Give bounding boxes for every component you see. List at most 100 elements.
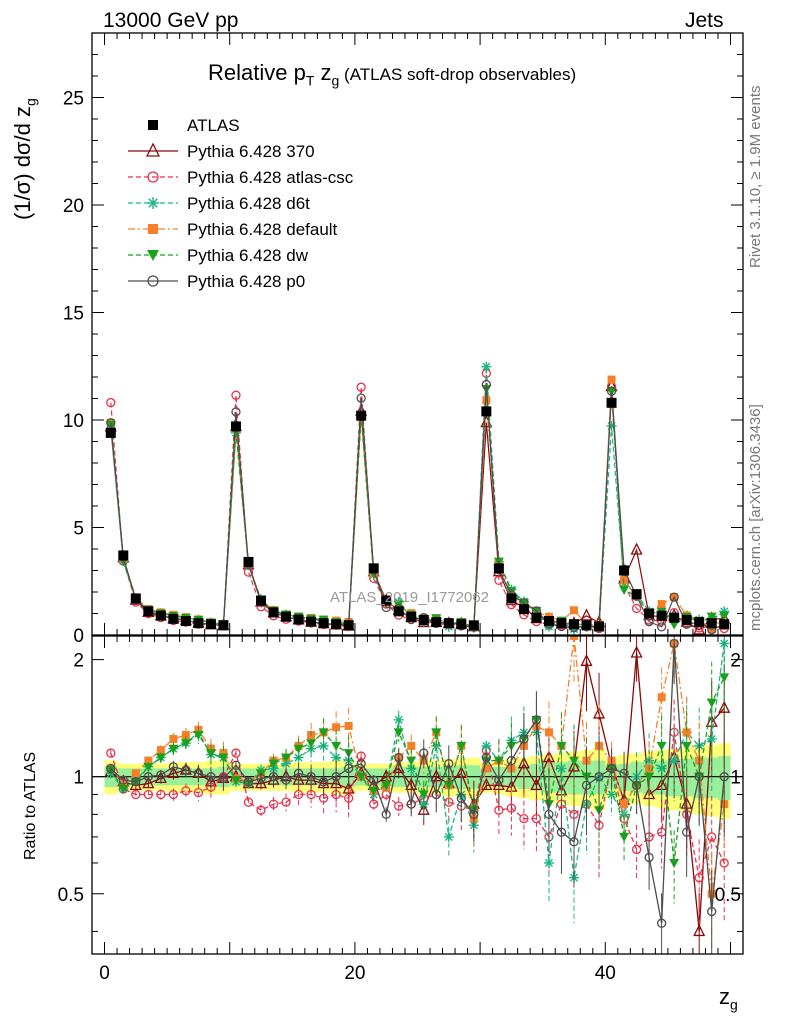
ratio-point-pythia-6-428-p0 xyxy=(268,772,279,782)
ratio-point-pythia-6-428-p0 xyxy=(356,759,366,769)
data-point-atlas xyxy=(268,607,279,618)
legend-marker xyxy=(147,250,159,261)
ratio-point-pythia-6-428-p0 xyxy=(469,809,479,820)
ratio-point-pythia-6-428-p0 xyxy=(181,765,191,775)
ratio-point-pythia-6-428-atlas-csc xyxy=(106,748,116,758)
legend-label: Pythia 6.428 d6t xyxy=(187,194,310,213)
data-point-atlas xyxy=(568,619,579,630)
ratio-point-pythia-6-428-atlas-csc xyxy=(131,789,141,800)
data-point-atlas xyxy=(230,421,241,432)
ratio-point-pythia-6-428-370 xyxy=(154,770,167,784)
legend-label: Pythia 6.428 p0 xyxy=(187,272,305,291)
ratio-point-pythia-6-428-atlas-csc xyxy=(369,799,379,809)
data-point-atlas xyxy=(694,617,705,628)
ratio-point-pythia-6-428-p0 xyxy=(256,773,266,784)
ratio-point-pythia-6-428-default xyxy=(682,728,691,737)
ratio-point-pythia-6-428-p0 xyxy=(218,773,229,784)
series-point-pythia-6-428-p0 xyxy=(606,386,617,396)
data-point-atlas xyxy=(493,563,504,574)
ratio-point-pythia-6-428-p0 xyxy=(619,768,629,778)
ratio-point-pythia-6-428-dw xyxy=(205,749,216,759)
chart-title: Relative pT zg (ATLAS soft-drop observab… xyxy=(208,60,577,89)
ratio-point-pythia-6-428-default xyxy=(144,756,153,765)
data-point-atlas xyxy=(556,618,567,629)
energy-label: 13000 GeV pp xyxy=(103,9,239,32)
data-point-atlas xyxy=(281,611,292,622)
ratio-point-pythia-6-428-default xyxy=(657,693,666,702)
ratio-line-pythia-6-428-atlas-csc xyxy=(110,732,725,878)
ratio-point-pythia-6-428-dw xyxy=(168,744,179,754)
series-point-pythia-6-428-dw xyxy=(619,585,630,595)
data-point-atlas xyxy=(406,611,417,622)
rivet-label: Rivet 3.1.10, ≥ 1.9M events xyxy=(747,85,764,269)
ratio-point-pythia-6-428-dw xyxy=(719,673,730,683)
y-axis-title: (1/σ) dσ/d zg xyxy=(10,98,39,220)
series-point-pythia-6-428-p0 xyxy=(481,379,492,390)
legend-entry: Pythia 6.428 d6t xyxy=(128,194,310,213)
ratio-point-pythia-6-428-p0 xyxy=(406,799,416,809)
ratio-point-pythia-6-428-dw xyxy=(331,741,342,751)
legend-label: ATLAS xyxy=(187,116,240,135)
ratio-point-pythia-6-428-atlas-csc xyxy=(631,844,642,855)
series-point-pythia-6-428-dw xyxy=(669,620,680,630)
ratio-point-pythia-6-428-atlas-csc xyxy=(243,797,254,807)
ratio-point-pythia-6-428-atlas-csc xyxy=(293,789,304,800)
ratio-point-pythia-6-428-370 xyxy=(480,777,493,790)
ratio-point-pythia-6-428-370 xyxy=(592,706,606,719)
y-tick-label: 25 xyxy=(63,89,84,110)
ratio-y-tick-label: 0.5 xyxy=(58,885,84,906)
data-point-atlas xyxy=(356,410,367,421)
y-tick-label: 15 xyxy=(63,304,84,325)
data-point-atlas xyxy=(581,620,592,631)
ratio-line-pythia-6-428-d6t xyxy=(110,643,725,878)
series-point-pythia-6-428-atlas-csc xyxy=(494,575,504,585)
y-tick-label: 5 xyxy=(73,519,84,540)
series-point-pythia-6-428-atlas-csc xyxy=(231,390,241,400)
ratio-point-pythia-6-428-default xyxy=(482,764,491,773)
legend-entry: Pythia 6.428 dw xyxy=(128,246,309,265)
series-point-pythia-6-428-p0 xyxy=(231,407,241,417)
ratio-point-pythia-6-428-default xyxy=(169,734,178,743)
ratio-point-pythia-6-428-default xyxy=(344,721,353,730)
mcplots-label: mcplots.cern.ch [arXiv:1306.3436] xyxy=(747,404,764,631)
watermark: ATLAS_2019_I1772062 xyxy=(330,589,490,606)
ratio-point-pythia-6-428-dw xyxy=(155,753,166,763)
ratio-point-pythia-6-428-p0 xyxy=(456,793,466,803)
ratio-point-pythia-6-428-dw xyxy=(381,781,392,791)
ratio-point-pythia-6-428-370 xyxy=(693,923,706,937)
legend-marker xyxy=(145,142,161,157)
series-point-pythia-6-428-default xyxy=(607,375,616,384)
ratio-point-pythia-6-428-p0 xyxy=(594,772,604,782)
ratio-point-pythia-6-428-dw xyxy=(368,786,379,796)
data-point-atlas xyxy=(506,593,517,604)
series-point-pythia-6-428-p0 xyxy=(669,592,679,602)
ratio-point-pythia-6-428-dw xyxy=(619,832,630,842)
series-point-pythia-6-428-default xyxy=(620,576,629,585)
data-point-atlas xyxy=(118,550,129,561)
ratio-point-pythia-6-428-dw xyxy=(218,753,229,763)
data-point-atlas xyxy=(631,589,642,600)
series-point-pythia-6-428-p0 xyxy=(356,393,366,403)
ratio-point-pythia-6-428-p0 xyxy=(694,772,704,782)
ratio-point-pythia-6-428-dw xyxy=(669,858,680,868)
ratio-point-pythia-6-428-d6t xyxy=(606,789,617,800)
ratio-point-pythia-6-428-dw xyxy=(644,772,655,782)
ratio-point-pythia-6-428-atlas-csc xyxy=(694,873,704,883)
ratio-panel-series xyxy=(104,636,731,954)
series-point-pythia-6-428-atlas-csc xyxy=(356,382,366,392)
ratio-point-pythia-6-428-atlas-csc xyxy=(394,801,404,811)
series-point-pythia-6-428-default xyxy=(569,606,578,615)
ratio-point-pythia-6-428-atlas-csc xyxy=(506,803,517,813)
ratio-point-pythia-6-428-370 xyxy=(567,759,581,772)
ratio-y-tick-label-right: 2 xyxy=(730,651,741,672)
series-point-pythia-6-428-atlas-csc xyxy=(106,397,116,408)
data-point-atlas xyxy=(456,619,467,630)
ratio-point-pythia-6-428-dw xyxy=(118,784,129,794)
data-point-atlas xyxy=(180,616,191,627)
legend-label: Pythia 6.428 dw xyxy=(187,246,309,265)
data-point-atlas xyxy=(431,617,442,628)
ratio-point-pythia-6-428-atlas-csc xyxy=(306,789,316,800)
ratio-line-pythia-6-428-p0 xyxy=(110,643,725,924)
ratio-point-pythia-6-428-dw xyxy=(706,698,717,708)
ratio-point-pythia-6-428-370 xyxy=(142,776,155,789)
